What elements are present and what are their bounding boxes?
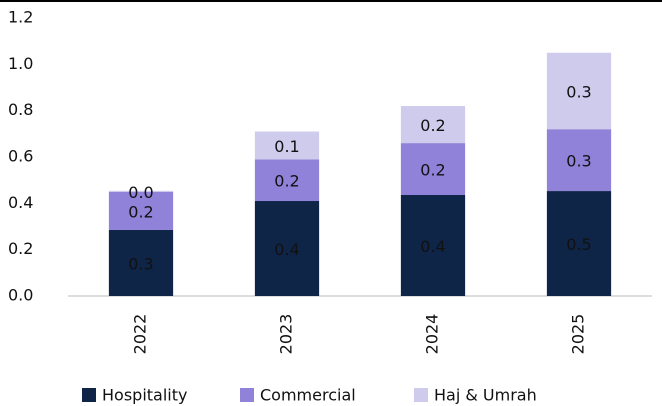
bar-segment bbox=[546, 191, 612, 296]
data-label: 0.4 bbox=[274, 240, 299, 259]
data-label: 0.1 bbox=[274, 137, 299, 156]
legend-swatch bbox=[82, 388, 96, 402]
bar-segment bbox=[400, 106, 466, 144]
legend-swatch bbox=[240, 388, 254, 402]
x-tick-label: 2022 bbox=[131, 314, 150, 355]
y-tick-label: 0.4 bbox=[8, 193, 33, 212]
bar-segment bbox=[400, 194, 466, 296]
x-tick-label: 2025 bbox=[569, 314, 588, 355]
bar-segment bbox=[254, 201, 320, 296]
data-label: 0.0 bbox=[128, 183, 153, 202]
data-label: 0.4 bbox=[420, 237, 445, 256]
y-tick-label: 0.0 bbox=[8, 286, 33, 305]
bar-segment bbox=[108, 191, 174, 230]
bar-segment bbox=[254, 131, 320, 160]
bar-segment bbox=[546, 52, 612, 130]
data-label: 0.2 bbox=[420, 161, 445, 180]
y-tick-label: 0.6 bbox=[8, 147, 33, 166]
data-label: 0.3 bbox=[566, 82, 591, 101]
y-tick-label: 0.8 bbox=[8, 100, 33, 119]
bar-segment bbox=[546, 129, 612, 192]
x-tick-label: 2023 bbox=[277, 314, 296, 355]
legend-label: Commercial bbox=[260, 386, 356, 405]
data-label: 0.3 bbox=[128, 254, 153, 273]
legend-label: Hospitality bbox=[102, 386, 187, 405]
x-tick-label: 2024 bbox=[423, 314, 442, 355]
bar-segment bbox=[108, 229, 174, 296]
legend-swatch bbox=[414, 388, 428, 402]
data-label: 0.2 bbox=[128, 202, 153, 221]
data-label: 0.2 bbox=[420, 116, 445, 135]
y-tick-label: 1.2 bbox=[8, 8, 33, 27]
data-label: 0.3 bbox=[566, 152, 591, 171]
legend-label: Haj & Umrah bbox=[434, 386, 537, 405]
y-tick-label: 1.0 bbox=[8, 54, 33, 73]
data-label: 0.5 bbox=[566, 235, 591, 254]
bar-segment bbox=[400, 143, 466, 195]
bar-segment bbox=[108, 190, 174, 192]
bar-segment bbox=[254, 159, 320, 202]
data-label: 0.2 bbox=[274, 172, 299, 191]
y-tick-label: 0.2 bbox=[8, 239, 33, 258]
